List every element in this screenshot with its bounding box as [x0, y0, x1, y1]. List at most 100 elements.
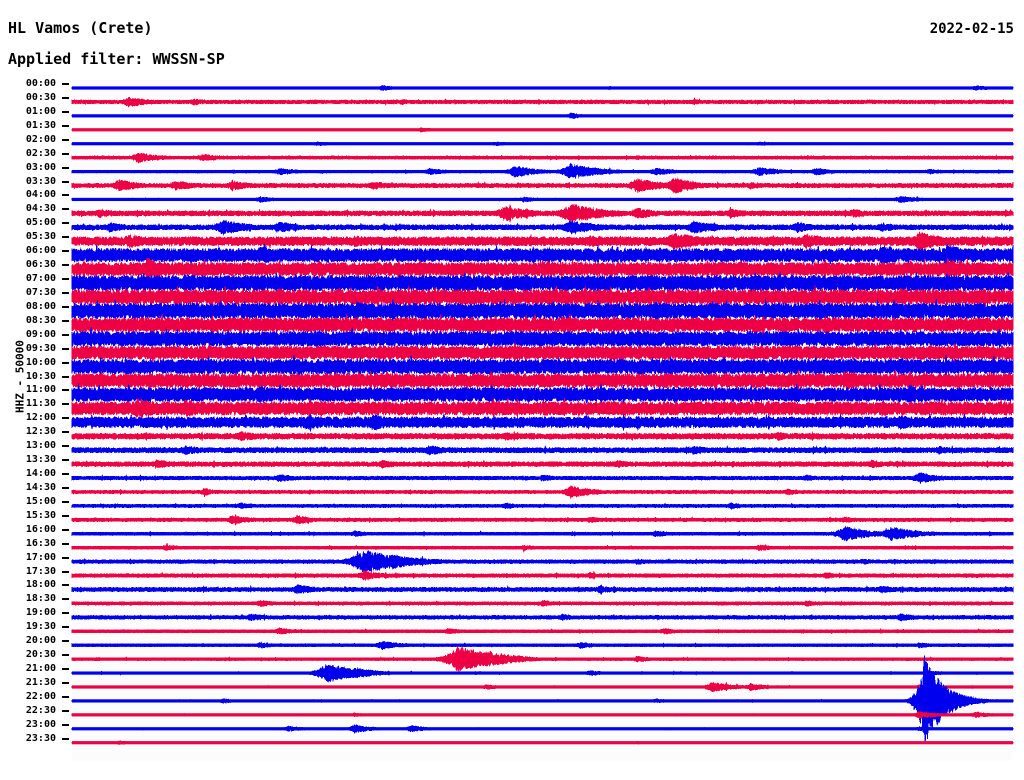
station-title: HL Vamos (Crete) [8, 19, 153, 37]
trace-baseline [72, 281, 1013, 285]
trace-baseline [72, 420, 1013, 424]
time-label: 19:30 [25, 621, 56, 633]
time-tick [62, 347, 69, 350]
trace-baseline [72, 128, 1013, 132]
time-tick [62, 138, 69, 141]
time-label: 23:00 [25, 718, 56, 730]
time-label: 07:30 [25, 286, 56, 298]
trace-baseline [72, 253, 1013, 257]
time-label: 17:00 [25, 551, 56, 563]
time-label: 22:30 [25, 704, 56, 716]
trace-baseline [72, 671, 1013, 675]
time-tick [62, 723, 69, 726]
trace-baseline [72, 462, 1013, 466]
trace-baseline [72, 267, 1013, 271]
time-label: 16:00 [25, 523, 56, 535]
time-tick [62, 459, 69, 462]
time-tick [62, 626, 69, 629]
time-tick [62, 556, 69, 559]
time-tick [62, 598, 69, 601]
time-label: 14:00 [25, 468, 56, 480]
time-tick [62, 389, 69, 392]
time-label: 03:30 [25, 175, 56, 187]
time-tick [62, 96, 69, 99]
time-tick [62, 264, 69, 267]
trace-baseline [72, 392, 1013, 397]
time-label: 08:30 [25, 314, 56, 326]
time-label: 00:30 [25, 91, 56, 103]
applied-filter-label: Applied filter: WWSSN-SP [8, 50, 225, 68]
time-label: 04:30 [25, 203, 56, 215]
time-label: 10:00 [25, 356, 56, 368]
time-tick [62, 431, 69, 434]
trace-baseline [72, 197, 1013, 202]
trace-baseline [72, 406, 1013, 410]
trace-baseline [72, 532, 1013, 536]
time-label: 05:30 [25, 231, 56, 243]
time-tick [62, 110, 69, 113]
time-tick [62, 180, 69, 183]
time-tick [62, 486, 69, 489]
time-tick [62, 222, 69, 225]
trace-baseline [72, 211, 1013, 215]
time-tick [62, 291, 69, 294]
time-label: 00:00 [25, 78, 56, 89]
trace-baseline [72, 86, 1013, 90]
time-label: 21:00 [25, 663, 56, 675]
time-tick [62, 654, 69, 657]
time-label: 21:30 [25, 676, 56, 688]
time-label: 15:30 [25, 509, 56, 521]
trace-baseline [72, 239, 1013, 243]
trace-baseline [72, 518, 1013, 522]
time-label: 09:00 [25, 328, 56, 340]
trace-baseline [72, 741, 1013, 745]
time-label: 13:00 [25, 440, 56, 452]
time-axis: 00:00 00:30 01:00 01:30 02:00 02:30 03:00 03:30… [0, 79, 69, 768]
trace-baseline [72, 434, 1013, 438]
time-label: 23:30 [25, 732, 56, 744]
time-label: 18:30 [25, 593, 56, 605]
time-label: 11:30 [25, 398, 56, 410]
time-tick [62, 208, 69, 211]
time-tick [62, 612, 69, 615]
trace-baseline [72, 504, 1013, 508]
time-tick [62, 570, 69, 573]
trace-baseline [72, 685, 1013, 689]
time-tick [62, 473, 69, 476]
time-label: 01:00 [25, 105, 56, 117]
time-label: 04:00 [25, 189, 56, 201]
time-label: 02:30 [25, 147, 56, 159]
trace-baseline [72, 587, 1013, 592]
time-label: 10:30 [25, 370, 56, 382]
trace-baseline [72, 699, 1013, 703]
trace-baseline [72, 615, 1013, 619]
time-label: 20:30 [25, 649, 56, 661]
time-tick [62, 250, 69, 253]
time-label: 09:30 [25, 342, 56, 354]
time-label: 05:00 [25, 217, 56, 229]
time-tick [62, 83, 69, 85]
trace-baseline [72, 169, 1013, 174]
time-label: 14:30 [25, 481, 56, 493]
time-tick [62, 500, 69, 503]
time-tick [62, 194, 69, 197]
time-label: 11:00 [25, 384, 56, 396]
time-tick [62, 333, 69, 336]
time-label: 02:00 [25, 133, 56, 145]
time-tick [62, 445, 69, 448]
time-label: 06:00 [25, 245, 56, 257]
trace-baseline [72, 657, 1013, 661]
time-tick [62, 668, 69, 671]
time-tick [62, 403, 69, 406]
trace-baseline [72, 323, 1013, 327]
time-label: 12:00 [25, 412, 56, 424]
trace-baseline [72, 337, 1013, 341]
time-label: 18:00 [25, 579, 56, 591]
time-label: 06:30 [25, 259, 56, 271]
trace-baseline [72, 309, 1013, 313]
trace-baseline [72, 225, 1013, 229]
time-tick [62, 361, 69, 364]
time-label: 01:30 [25, 119, 56, 131]
